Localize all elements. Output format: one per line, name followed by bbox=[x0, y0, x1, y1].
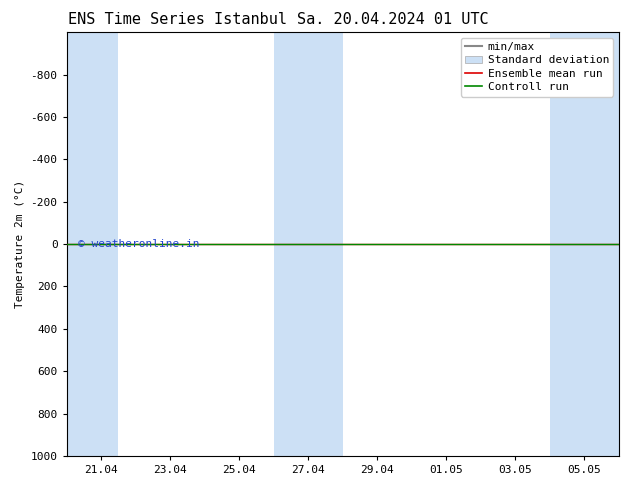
Text: ENS Time Series Istanbul: ENS Time Series Istanbul bbox=[68, 12, 287, 27]
Text: © weatheronline.in: © weatheronline.in bbox=[77, 239, 199, 249]
Bar bbox=[67, 32, 119, 456]
Bar bbox=[274, 32, 343, 456]
Legend: min/max, Standard deviation, Ensemble mean run, Controll run: min/max, Standard deviation, Ensemble me… bbox=[461, 38, 614, 97]
Bar bbox=[550, 32, 619, 456]
Text: Sa. 20.04.2024 01 UTC: Sa. 20.04.2024 01 UTC bbox=[297, 12, 489, 27]
Y-axis label: Temperature 2m (°C): Temperature 2m (°C) bbox=[15, 180, 25, 308]
